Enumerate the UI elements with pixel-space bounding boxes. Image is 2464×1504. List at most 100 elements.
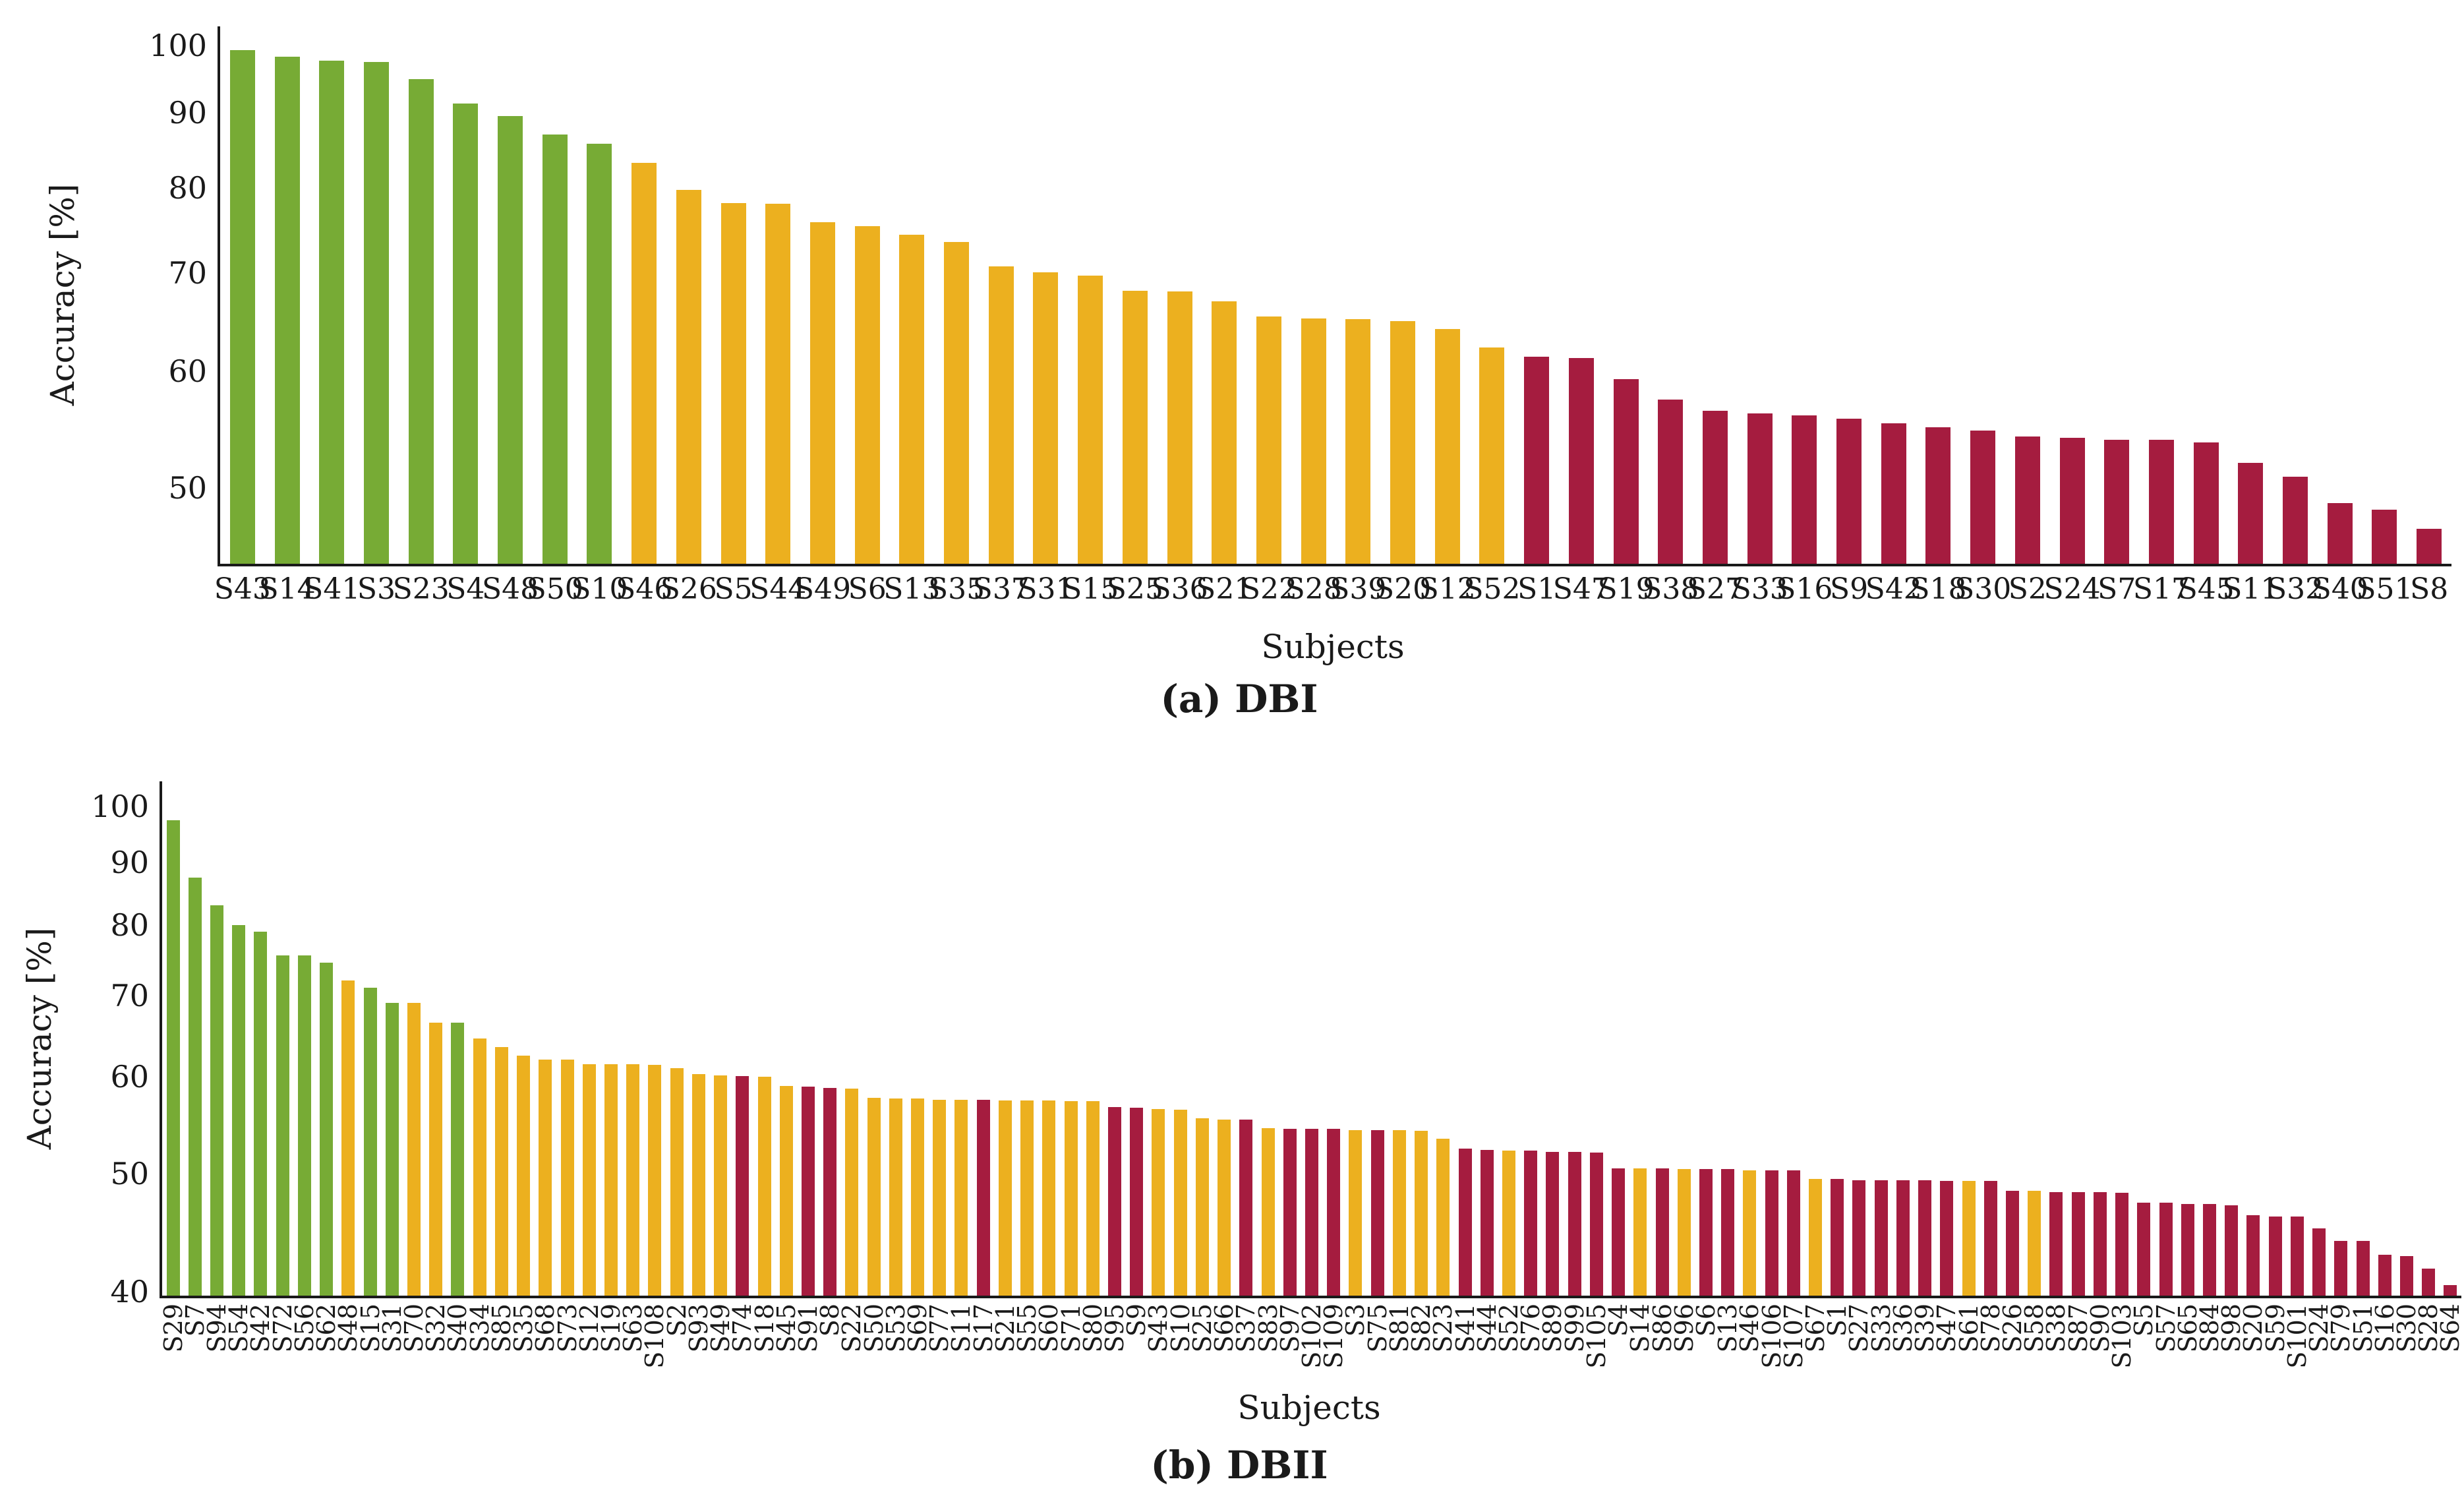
x-tick-label-S47: S47 [1552,572,1610,606]
bar-S30 [2399,1255,2413,1296]
x-axis-title-dbi: Subjects [1261,628,1405,666]
bar-S84 [2202,1204,2216,1296]
bar-S52 [1502,1151,1515,1296]
bar-S85 [494,1046,508,1296]
x-tick-label-S6: S6 [848,572,887,606]
caption-dbi: (a) DBI [1160,677,1318,721]
bar-S51 [2356,1241,2370,1296]
bar-S75 [1370,1129,1384,1296]
x-tick-label-S16: S16 [1776,572,1833,606]
x-tick-label-S7: S7 [2097,572,2136,606]
bar-S6 [854,226,880,564]
x-tick-label-S25: S25 [1106,572,1163,606]
y-tick-label-60: 60 [110,1059,149,1095]
y-tick-label-80: 80 [110,907,149,943]
y-axis-title-dbii: Accuracy [%] [20,927,59,1150]
bar-S58 [2028,1190,2041,1296]
bar-S17 [976,1099,990,1296]
bar-S37 [1239,1119,1253,1296]
bar-S106 [1765,1170,1778,1296]
y-tick-label-50: 50 [110,1155,149,1191]
bar-S60 [1042,1100,1056,1296]
x-tick-label-S1: S1 [1517,572,1556,606]
bar-S51 [2372,510,2397,564]
y-tick-label-60: 60 [168,353,207,390]
x-tick-label-S23: S23 [392,572,450,606]
x-tick-label-S28: S28 [1285,572,1342,606]
y-tick-label-40: 40 [110,1273,149,1309]
bar-S9 [1836,419,1862,564]
bar-S48 [498,116,523,564]
bar-S32 [2283,476,2308,564]
bar-S38 [1658,400,1684,564]
bar-S20 [1390,321,1416,564]
bar-S35 [517,1055,531,1296]
bar-S87 [2071,1191,2085,1296]
x-tick-label-S12: S12 [1419,572,1476,606]
bar-S19 [1613,378,1639,564]
bar-S17 [2148,440,2174,564]
bar-S93 [691,1074,705,1296]
bar-S10 [587,144,612,564]
bar-S14 [1633,1168,1647,1296]
bar-S62 [320,962,334,1296]
bar-S47 [1568,357,1594,564]
bar-S90 [2093,1191,2107,1296]
x-tick-label-S10: S10 [571,572,628,606]
x-tick-label-S27: S27 [1686,572,1744,606]
bar-S44 [765,204,791,564]
bar-S5 [720,203,746,564]
bar-S86 [1655,1168,1669,1296]
bar-S20 [2246,1215,2260,1296]
plot-area-dbii: 40 50 60 70 80 90 100 S29 S7 S94 S54 S42 S72 S56 S62 S4… [91,781,2464,1369]
x-tick-label-S46: S46 [616,572,673,606]
x-tick-label-S9: S9 [1829,572,1869,606]
bar-S97 [1283,1129,1297,1296]
bar-S98 [2225,1205,2239,1296]
bar-S59 [2268,1217,2282,1296]
bar-S36 [1896,1180,1910,1296]
bar-S57 [2159,1203,2173,1296]
bar-S25 [1122,290,1148,564]
y-tick-label-70: 70 [168,255,207,291]
bar-S61 [1962,1181,1976,1296]
bar-S41 [319,61,345,564]
bar-S37 [988,266,1014,564]
bar-S16 [1792,415,1817,564]
bar-S27 [1852,1180,1866,1296]
bar-S46 [631,162,657,564]
x-tick-label-S32: S32 [2266,572,2324,606]
bar-S41 [1458,1149,1472,1296]
bar-S10 [1173,1110,1187,1296]
bar-S1 [1524,357,1550,564]
y-tick-label-100: 100 [91,789,149,825]
bar-S48 [341,980,355,1296]
bar-S22 [845,1089,859,1296]
bar-S46 [1743,1170,1757,1296]
y-axis-title-dbi: Accuracy [%] [44,183,82,406]
bar-S43 [1152,1108,1165,1296]
bar-S8 [823,1087,837,1296]
bar-S80 [1086,1101,1100,1296]
bar-S3 [1349,1129,1363,1296]
bar-S49 [809,222,835,564]
x-tick-label-S20: S20 [1374,572,1432,606]
bar-S3 [363,62,389,564]
y-tick-label-70: 70 [110,977,149,1013]
bar-S76 [1524,1151,1538,1296]
bar-S9 [1130,1108,1144,1296]
bar-S31 [385,1003,399,1296]
bar-S50 [867,1097,881,1296]
x-tick-label-S37: S37 [972,572,1030,606]
bar-S102 [1305,1129,1318,1296]
bar-S39 [1345,319,1371,564]
x-tick-label-S49: S49 [794,572,851,606]
bar-S39 [1918,1180,1932,1296]
x-tick-label-S11: S11 [2222,572,2279,606]
bar-S101 [2290,1217,2304,1296]
bar-S36 [1167,291,1192,564]
bar-S12 [1434,329,1460,564]
bar-S74 [736,1076,749,1296]
x-tick-label-S17: S17 [2132,572,2190,606]
bar-S79 [2334,1241,2348,1296]
